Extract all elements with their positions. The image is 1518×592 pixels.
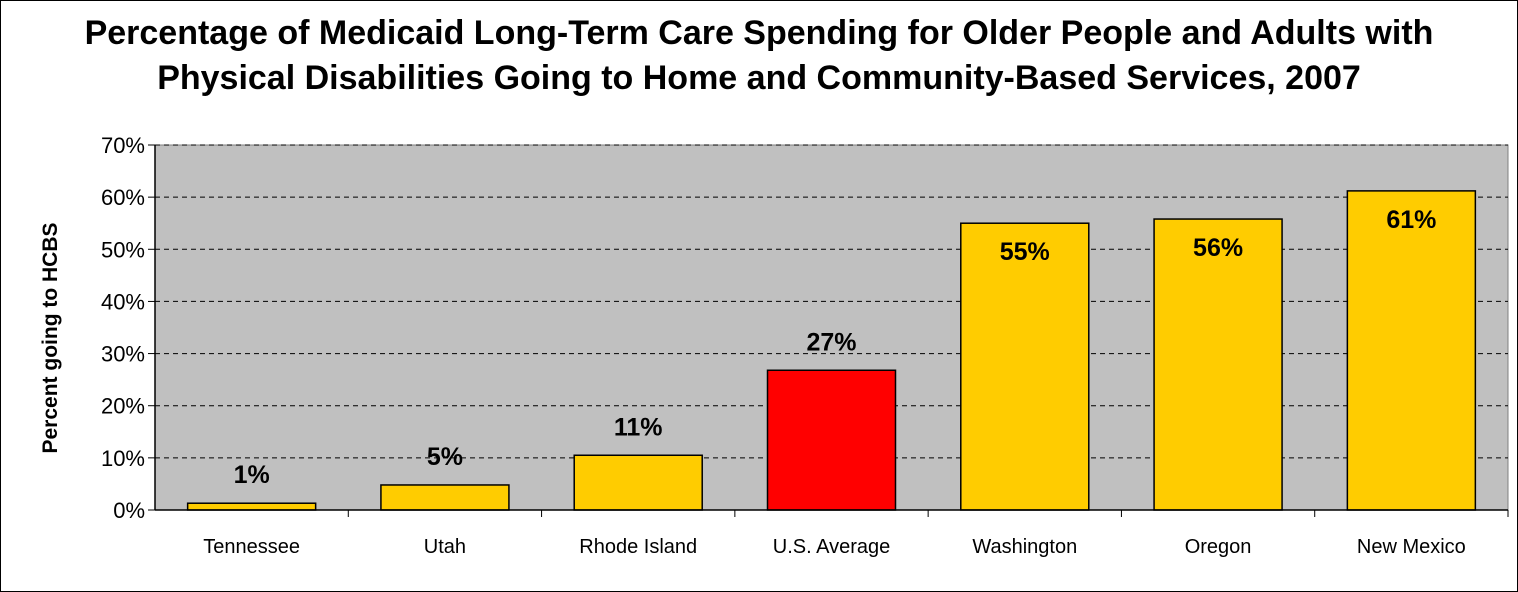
chart-title-line-1: Percentage of Medicaid Long-Term Care Sp… <box>84 14 1434 52</box>
y-axis-title: Percent going to HCBS <box>39 222 62 453</box>
data-label: 5% <box>427 443 463 471</box>
x-tick-label: Utah <box>424 536 466 558</box>
data-label: 56% <box>1193 234 1243 262</box>
x-tick-label: New Mexico <box>1357 536 1466 558</box>
y-tick-label: 70% <box>101 133 145 158</box>
y-tick-label: 40% <box>101 289 145 314</box>
bar <box>1153 218 1283 511</box>
bar <box>380 484 510 511</box>
bar <box>960 222 1090 511</box>
bar <box>186 502 317 511</box>
data-label: 55% <box>1000 238 1050 266</box>
data-label: 11% <box>614 413 663 441</box>
bar <box>766 369 897 511</box>
y-tick-label: 30% <box>101 342 145 367</box>
bar <box>1346 190 1477 511</box>
y-tick-label: 50% <box>101 237 145 262</box>
chart-title-line-2: Physical Disabilities Going to Home and … <box>157 59 1361 97</box>
x-tick-label: Washington <box>972 536 1077 558</box>
bar <box>573 454 703 511</box>
data-label: 27% <box>806 328 856 356</box>
y-tick-label: 10% <box>101 446 145 471</box>
y-tick-label: 20% <box>101 394 145 419</box>
x-tick-label: Oregon <box>1185 536 1252 558</box>
chart-title: Percentage of Medicaid Long-Term Care Sp… <box>1 11 1517 101</box>
x-tick-label: Tennessee <box>203 536 300 558</box>
y-tick-label: 60% <box>101 185 145 210</box>
y-tick-label: 0% <box>113 498 145 523</box>
x-tick-label: U.S. Average <box>773 536 890 558</box>
data-label: 61% <box>1386 206 1436 234</box>
x-tick-label: Rhode Island <box>579 536 697 558</box>
data-label: 1% <box>234 461 270 489</box>
